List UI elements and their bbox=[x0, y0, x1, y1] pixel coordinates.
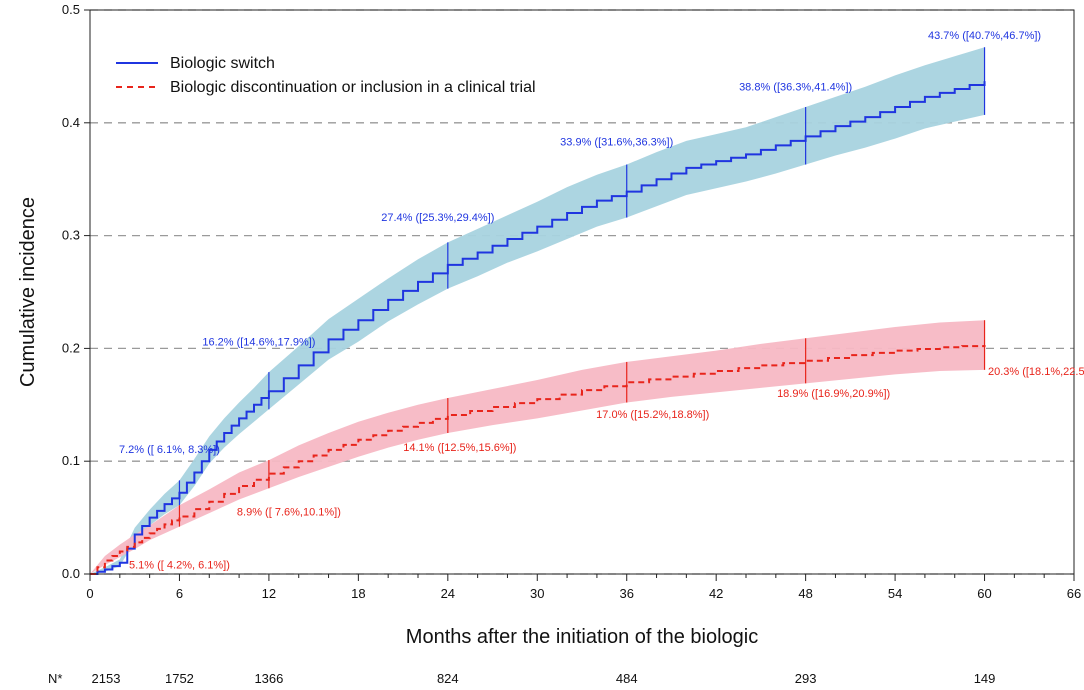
plot-frame bbox=[89, 9, 1075, 575]
x-tick-label: 12 bbox=[262, 586, 276, 601]
y-tick-label: 0.1 bbox=[62, 453, 80, 468]
annotation-series-1: 18.9% ([16.9%,20.9%]) bbox=[777, 388, 890, 400]
number-at-risk-value: 484 bbox=[616, 671, 638, 686]
x-tick-label: 24 bbox=[441, 586, 455, 601]
x-tick-label: 42 bbox=[709, 586, 723, 601]
annotation-series-0: 16.2% ([14.6%,17.9%]) bbox=[202, 336, 315, 348]
x-tick-label: 30 bbox=[530, 586, 544, 601]
annotation-series-1: 14.1% ([12.5%,15.6%]) bbox=[403, 442, 516, 454]
annotation-series-0: 27.4% ([25.3%,29.4%]) bbox=[381, 212, 494, 224]
y-tick-label: 0.3 bbox=[62, 228, 80, 243]
legend: Biologic switch Biologic discontinuation… bbox=[116, 55, 536, 96]
y-tick-label: 0.2 bbox=[62, 340, 80, 355]
x-tick-label: 6 bbox=[176, 586, 183, 601]
number-at-risk-label: N* bbox=[48, 671, 62, 686]
number-at-risk-value: 1752 bbox=[165, 671, 194, 686]
number-at-risk-value: 293 bbox=[795, 671, 817, 686]
annotation-series-1: 17.0% ([15.2%,18.8%]) bbox=[596, 409, 709, 421]
timepoint-markers bbox=[178, 47, 986, 527]
annotation-series-1: 5.1% ([ 4.2%, 6.1%]) bbox=[129, 559, 230, 571]
annotation-series-0: 7.2% ([ 6.1%, 8.3%]) bbox=[119, 444, 220, 456]
x-tick-label: 48 bbox=[798, 586, 812, 601]
ci-band-series-1 bbox=[90, 320, 985, 574]
number-at-risk-value: 824 bbox=[437, 671, 459, 686]
y-tick-label: 0.4 bbox=[62, 115, 80, 130]
number-at-risk-row: N* 2153 1752 1366 824 484 293 149 bbox=[48, 671, 995, 686]
annotation-series-1: 20.3% ([18.1%,22.5%]) bbox=[988, 366, 1084, 378]
x-tick-label: 60 bbox=[977, 586, 991, 601]
annotation-series-0: 43.7% ([40.7%,46.7%]) bbox=[928, 30, 1041, 42]
y-tick-label: 0.0 bbox=[62, 566, 80, 581]
ci-band-series-0 bbox=[90, 47, 985, 574]
legend-label-biologic-switch: Biologic switch bbox=[170, 55, 275, 72]
legend-label-discontinuation: Biologic discontinuation or inclusion in… bbox=[170, 79, 536, 96]
annotation-series-0: 33.9% ([31.6%,36.3%]) bbox=[560, 137, 673, 149]
y-axis-title: Cumulative incidence bbox=[17, 197, 39, 387]
annotations: 7.2% ([ 6.1%, 8.3%]) 16.2% ([14.6%,17.9%]… bbox=[119, 30, 1084, 571]
y-tick-label: 0.5 bbox=[62, 2, 80, 17]
annotation-series-0: 38.8% ([36.3%,41.4%]) bbox=[739, 81, 852, 93]
axes: 0.0 0.1 0.2 0.3 0.4 0.5 0 6 12 18 24 30 36 42 48 54 60 66 bbox=[62, 2, 1081, 601]
number-at-risk-value: 2153 bbox=[92, 671, 121, 686]
x-tick-label: 18 bbox=[351, 586, 365, 601]
line-series-1 bbox=[90, 345, 986, 575]
annotation-series-1: 8.9% ([ 7.6%,10.1%]) bbox=[237, 507, 341, 519]
confidence-bands bbox=[90, 47, 985, 574]
number-at-risk-value: 149 bbox=[974, 671, 996, 686]
number-at-risk-value: 1366 bbox=[254, 671, 283, 686]
x-tick-label: 54 bbox=[888, 586, 902, 601]
x-tick-label: 66 bbox=[1067, 586, 1081, 601]
x-tick-label: 36 bbox=[619, 586, 633, 601]
x-tick-label: 0 bbox=[86, 586, 93, 601]
x-axis-title: Months after the initiation of the biolo… bbox=[406, 626, 758, 648]
